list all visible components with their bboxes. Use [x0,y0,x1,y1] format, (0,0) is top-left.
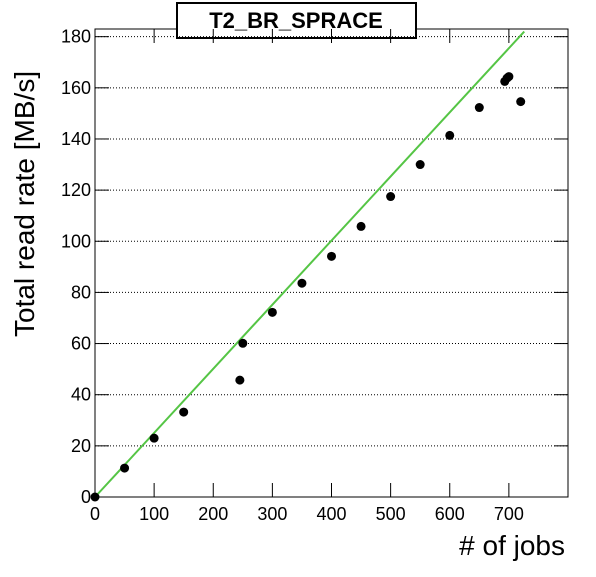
point [504,72,514,82]
x-tick-label: 200 [198,504,228,524]
y-tick-label: 0 [81,487,91,507]
title-box [176,2,417,39]
point [90,492,100,502]
y-tick-label: 40 [71,385,91,405]
point [327,251,336,261]
point [267,307,277,317]
point [516,97,526,107]
chart-title: T2_BR_SPRACE [209,8,383,33]
point [356,221,366,231]
x-tick-label: 300 [257,504,287,524]
y-tick-label: 100 [61,231,91,251]
x-axis-label: # of jobs [459,530,565,561]
fit-line [94,30,525,498]
point [297,278,307,288]
x-tick-label: 100 [139,504,169,524]
point [179,407,189,417]
point [238,338,248,348]
x-tick-label: 500 [376,504,406,524]
y-axis-label: Total read rate [MB/s] [9,71,40,337]
point [149,433,159,443]
frame [94,28,569,498]
y-tick-label: 60 [71,334,91,354]
point [415,160,425,170]
y-tick-label: 160 [61,78,91,98]
y-tick-label: 20 [71,436,91,456]
point [445,130,455,140]
point [474,103,484,113]
point [120,463,130,473]
x-tick-label: 600 [435,504,465,524]
y-tick-label: 180 [61,27,91,47]
x-tick-label: 400 [316,504,346,524]
point [235,375,245,385]
x-tick-label: 0 [90,504,100,524]
y-tick-label: 120 [61,180,91,200]
y-tick-label: 140 [61,129,91,149]
x-tick-label: 700 [494,504,524,524]
point [386,192,396,202]
y-tick-label: 80 [71,282,91,302]
